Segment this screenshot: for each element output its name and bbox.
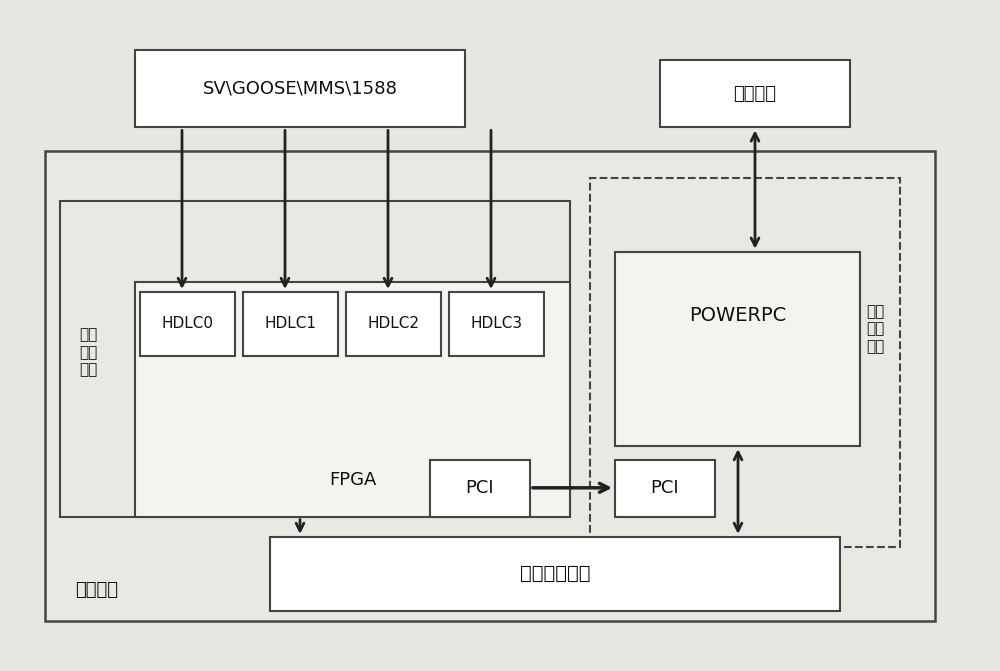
Text: 采集单元: 采集单元 bbox=[75, 582, 118, 599]
Text: HDLC3: HDLC3 bbox=[470, 316, 523, 331]
FancyBboxPatch shape bbox=[60, 201, 570, 517]
Text: 通信
侦听
模块: 通信 侦听 模块 bbox=[79, 327, 97, 377]
Text: POWERPC: POWERPC bbox=[689, 306, 786, 325]
Text: PCI: PCI bbox=[466, 479, 494, 497]
FancyBboxPatch shape bbox=[346, 292, 441, 356]
FancyBboxPatch shape bbox=[140, 292, 235, 356]
FancyBboxPatch shape bbox=[135, 282, 570, 517]
FancyBboxPatch shape bbox=[243, 292, 338, 356]
Text: 管理单元: 管理单元 bbox=[734, 85, 776, 103]
FancyBboxPatch shape bbox=[430, 460, 530, 517]
Text: SV\GOOSE\MMS\1588: SV\GOOSE\MMS\1588 bbox=[203, 80, 397, 98]
FancyBboxPatch shape bbox=[615, 252, 860, 446]
Text: HDLC2: HDLC2 bbox=[367, 316, 419, 331]
Text: 录波
处理
模块: 录波 处理 模块 bbox=[866, 304, 884, 354]
Text: HDLC1: HDLC1 bbox=[264, 316, 316, 331]
FancyBboxPatch shape bbox=[615, 460, 715, 517]
FancyBboxPatch shape bbox=[270, 537, 840, 611]
Text: FPGA: FPGA bbox=[329, 471, 376, 488]
FancyBboxPatch shape bbox=[449, 292, 544, 356]
FancyBboxPatch shape bbox=[45, 151, 935, 621]
Text: HDLC0: HDLC0 bbox=[162, 316, 214, 331]
Text: PCI: PCI bbox=[651, 479, 679, 497]
FancyBboxPatch shape bbox=[660, 60, 850, 127]
FancyBboxPatch shape bbox=[135, 50, 465, 127]
Text: 一级存储模块: 一级存储模块 bbox=[520, 564, 590, 583]
